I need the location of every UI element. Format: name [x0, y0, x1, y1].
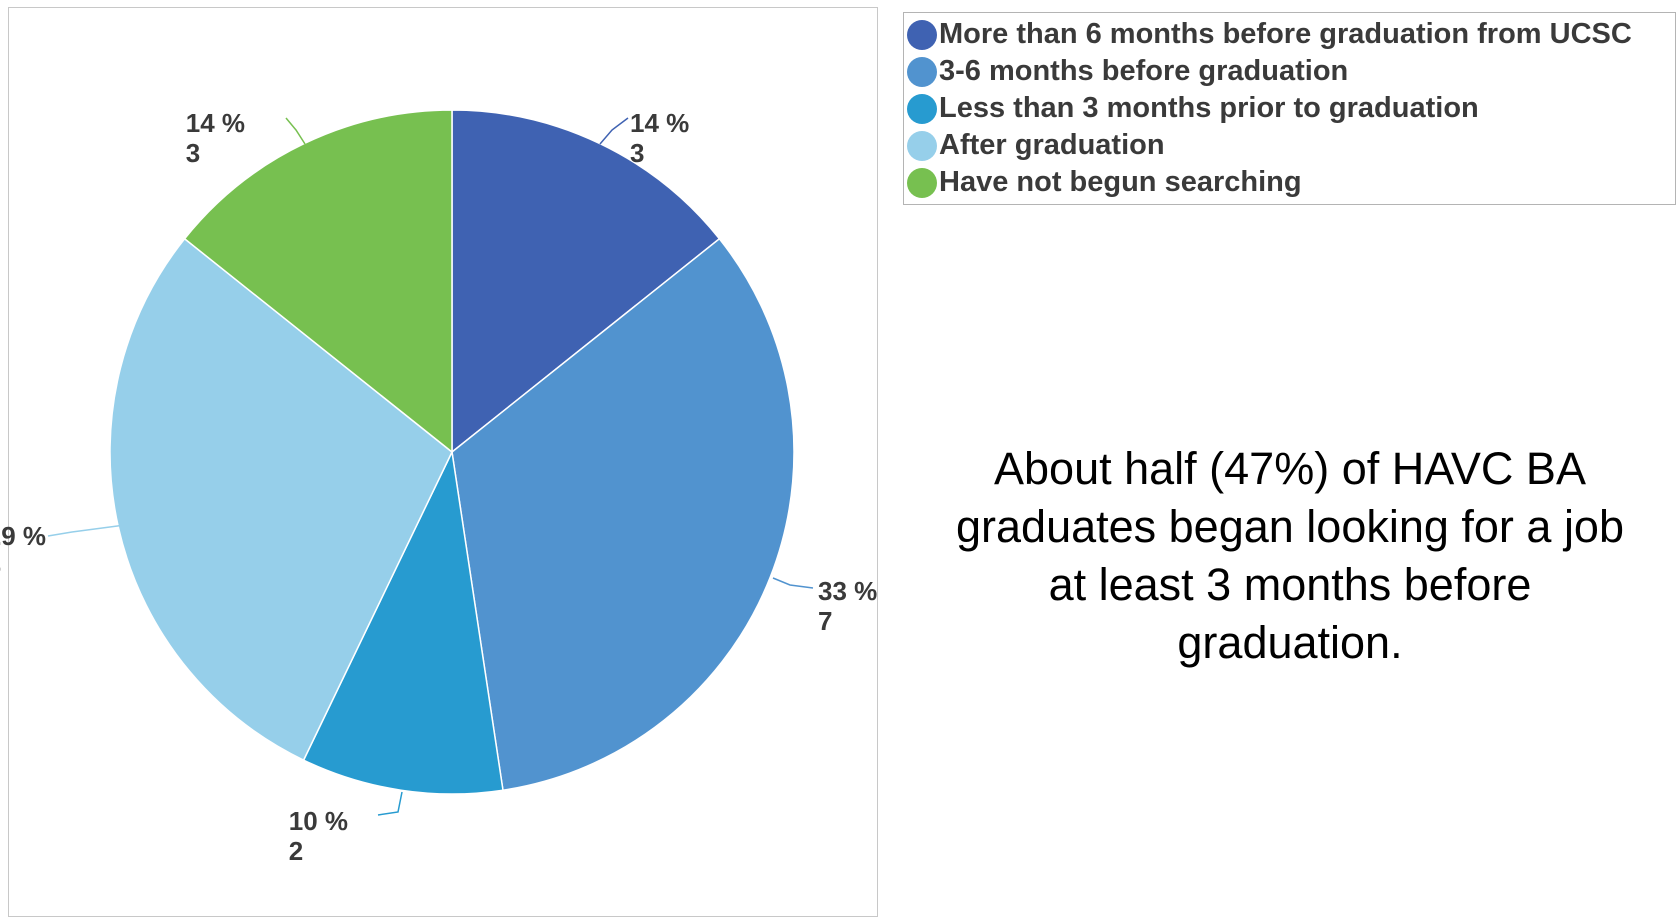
pie-data-labels: 14 %333 %710 %229 %614 %3 — [0, 108, 877, 866]
leader-line-4 — [47, 524, 126, 537]
legend-label: 3-6 months before graduation — [939, 55, 1349, 87]
pie-slice-3 — [302, 449, 504, 795]
slice-count-label-2: 7 — [818, 606, 832, 636]
legend-swatch-icon — [907, 130, 937, 161]
legend-swatch-icon — [907, 167, 937, 198]
leader-line-3 — [377, 791, 403, 816]
legend-label: Have not begun searching — [939, 166, 1302, 198]
chart-legend: More than 6 months before graduation fro… — [903, 12, 1676, 205]
slice-count-label-3: 2 — [289, 836, 303, 866]
legend-swatch-icon — [907, 93, 937, 124]
legend-item-2: 3-6 months before graduation — [904, 53, 1675, 90]
leader-line-2 — [772, 577, 814, 589]
pie-leader-lines — [47, 117, 814, 816]
slice-percent-label-5: 14 % — [186, 108, 245, 138]
leader-line-5 — [285, 117, 306, 145]
slice-percent-label-2: 33 % — [818, 576, 877, 606]
legend-item-3: Less than 3 months prior to graduation — [904, 90, 1675, 127]
slice-percent-label-4: 29 % — [0, 521, 46, 551]
pie-slices — [109, 109, 795, 795]
legend-label: After graduation — [939, 129, 1165, 161]
pie-slice-2 — [451, 237, 795, 792]
leader-line-1 — [599, 117, 629, 145]
slice-percent-label-1: 14 % — [630, 108, 689, 138]
pie-slice-4 — [109, 237, 453, 762]
pie-slice-5 — [183, 109, 453, 454]
slice-count-label-1: 3 — [630, 138, 644, 168]
legend-label: More than 6 months before graduation fro… — [939, 18, 1632, 50]
legend-item-5: Have not begun searching — [904, 164, 1675, 201]
slice-percent-label-3: 10 % — [289, 806, 348, 836]
legend-item-1: More than 6 months before graduation fro… — [904, 16, 1675, 53]
slice-count-label-5: 3 — [186, 138, 200, 168]
legend-swatch-icon — [907, 19, 937, 50]
summary-text: About half (47%) of HAVC BA graduates be… — [956, 443, 1624, 668]
slice-count-label-4: 6 — [0, 551, 1, 581]
legend-swatch-icon — [907, 56, 937, 87]
legend-item-4: After graduation — [904, 127, 1675, 164]
legend-label: Less than 3 months prior to graduation — [939, 92, 1479, 124]
